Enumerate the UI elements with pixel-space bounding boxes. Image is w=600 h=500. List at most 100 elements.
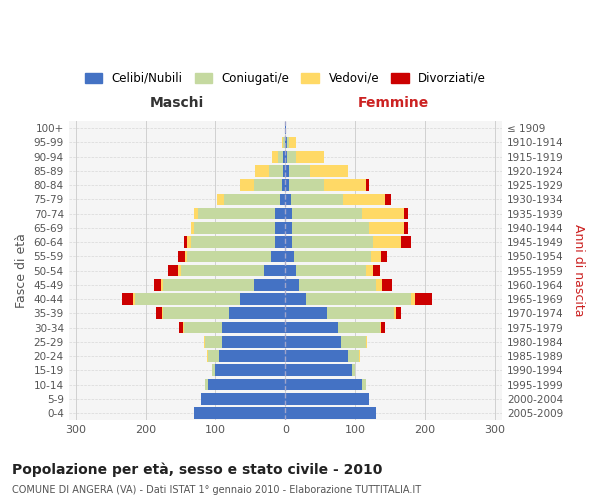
Bar xyxy=(348,350,359,362)
Bar xyxy=(307,294,411,305)
Bar xyxy=(194,407,286,419)
Bar xyxy=(286,336,341,347)
Bar xyxy=(223,336,286,347)
Bar xyxy=(194,208,198,220)
Bar xyxy=(366,265,373,276)
Bar xyxy=(212,364,215,376)
Bar xyxy=(203,336,205,347)
Bar xyxy=(382,279,392,290)
Bar xyxy=(219,350,286,362)
Bar xyxy=(385,194,391,205)
Bar xyxy=(179,322,182,334)
Bar xyxy=(208,378,286,390)
Bar xyxy=(366,336,367,347)
Bar xyxy=(254,180,282,191)
Bar xyxy=(280,194,286,205)
Bar xyxy=(362,208,404,220)
Bar xyxy=(283,151,286,162)
Bar xyxy=(229,308,286,319)
Bar xyxy=(299,279,376,290)
Bar xyxy=(286,180,289,191)
Bar xyxy=(283,136,284,148)
Bar xyxy=(291,194,343,205)
Bar xyxy=(283,165,286,177)
Bar xyxy=(286,322,338,334)
Bar xyxy=(341,336,366,347)
Bar xyxy=(289,136,296,148)
Bar xyxy=(401,236,411,248)
Bar xyxy=(373,236,401,248)
Bar xyxy=(207,350,208,362)
Bar xyxy=(286,236,292,248)
Bar xyxy=(286,393,369,404)
Bar xyxy=(415,294,432,305)
Bar xyxy=(161,279,163,290)
Bar xyxy=(286,165,289,177)
Bar xyxy=(324,180,366,191)
Bar xyxy=(292,222,369,234)
Text: Femmine: Femmine xyxy=(358,96,430,110)
Bar xyxy=(187,236,191,248)
Bar xyxy=(286,151,287,162)
Bar xyxy=(394,308,396,319)
Bar xyxy=(163,308,229,319)
Bar xyxy=(286,294,307,305)
Bar xyxy=(371,250,381,262)
Bar xyxy=(289,165,310,177)
Bar xyxy=(286,136,287,148)
Bar xyxy=(343,194,385,205)
Bar xyxy=(191,222,194,234)
Bar xyxy=(163,279,254,290)
Bar xyxy=(191,236,275,248)
Bar xyxy=(154,279,161,290)
Bar xyxy=(411,294,415,305)
Bar xyxy=(202,393,286,404)
Bar xyxy=(296,265,366,276)
Bar xyxy=(369,222,404,234)
Bar xyxy=(286,378,362,390)
Bar xyxy=(178,265,181,276)
Bar xyxy=(373,265,380,276)
Bar xyxy=(286,279,299,290)
Bar xyxy=(217,194,224,205)
Bar xyxy=(194,222,275,234)
Bar xyxy=(178,250,185,262)
Bar xyxy=(254,165,269,177)
Bar xyxy=(205,336,223,347)
Bar xyxy=(284,136,286,148)
Bar xyxy=(292,236,373,248)
Y-axis label: Fasce di età: Fasce di età xyxy=(15,233,28,308)
Bar xyxy=(278,151,283,162)
Bar xyxy=(286,308,328,319)
Bar xyxy=(240,294,286,305)
Bar xyxy=(292,208,362,220)
Text: Maschi: Maschi xyxy=(150,96,204,110)
Bar xyxy=(182,322,184,334)
Bar xyxy=(287,151,296,162)
Bar xyxy=(376,279,382,290)
Bar xyxy=(156,308,161,319)
Bar xyxy=(205,378,208,390)
Bar xyxy=(286,350,348,362)
Bar xyxy=(287,136,289,148)
Bar xyxy=(265,265,286,276)
Bar xyxy=(381,250,387,262)
Bar xyxy=(286,364,352,376)
Bar xyxy=(271,250,286,262)
Bar xyxy=(240,180,254,191)
Text: COMUNE DI ANGERA (VA) - Dati ISTAT 1° gennaio 2010 - Elaborazione TUTTITALIA.IT: COMUNE DI ANGERA (VA) - Dati ISTAT 1° ge… xyxy=(12,485,421,495)
Bar xyxy=(404,208,407,220)
Bar xyxy=(198,208,275,220)
Bar xyxy=(362,378,366,390)
Bar xyxy=(286,194,291,205)
Bar xyxy=(223,322,286,334)
Bar xyxy=(338,322,380,334)
Bar xyxy=(396,308,401,319)
Bar xyxy=(122,294,133,305)
Bar xyxy=(181,265,265,276)
Bar xyxy=(284,122,286,134)
Bar xyxy=(272,151,278,162)
Bar xyxy=(380,322,381,334)
Legend: Celibi/Nubili, Coniugati/e, Vedovi/e, Divorziati/e: Celibi/Nubili, Coniugati/e, Vedovi/e, Di… xyxy=(80,67,491,90)
Bar xyxy=(286,250,294,262)
